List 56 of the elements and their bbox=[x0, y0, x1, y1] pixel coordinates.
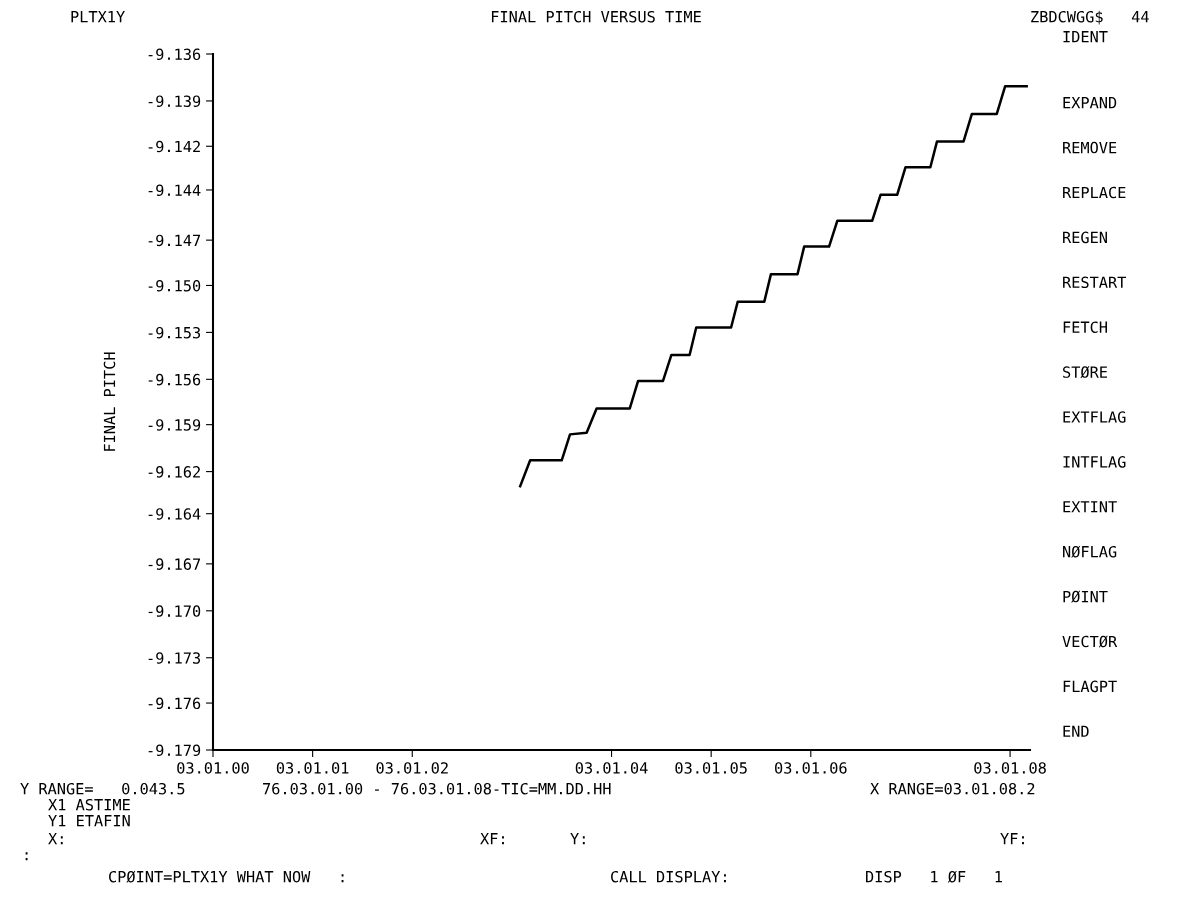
y-tick-label: -9.136 bbox=[148, 48, 201, 61]
text: Y RANGE= 0.043.5 bbox=[20, 782, 185, 795]
y-tick-label: -9.142 bbox=[148, 140, 200, 153]
text: Y: bbox=[570, 833, 585, 845]
text: XF: bbox=[480, 833, 504, 845]
chart-title: FINAL PITCH VERSUS TIME bbox=[491, 10, 701, 23]
text: CALL DISPLAY: bbox=[611, 870, 726, 883]
x-tick-label: 03.01.00 bbox=[177, 762, 249, 774]
y-tick-label: -9.153 bbox=[148, 326, 201, 339]
text: FETCH bbox=[1063, 321, 1107, 333]
text: IDENT bbox=[1063, 31, 1108, 43]
y-tick-label: -9.167 bbox=[148, 558, 201, 570]
text: 76.03.01.00 - 76.03.01.08-TIC=MM.DD.HH bbox=[263, 782, 611, 795]
x-tick-label: 03.01.02 bbox=[376, 762, 448, 774]
text: NØFLAG bbox=[1063, 545, 1117, 558]
text: INTFLAG bbox=[1063, 456, 1126, 468]
text: END bbox=[1063, 725, 1089, 737]
y-tick-label: -9.170 bbox=[148, 605, 201, 617]
y-tick-label: -9.176 bbox=[148, 697, 201, 710]
text: EXTINT bbox=[1063, 501, 1117, 513]
text: FLAGPT bbox=[1063, 680, 1117, 693]
text: : bbox=[25, 852, 28, 861]
x-tick-label: 03.01.05 bbox=[675, 762, 747, 774]
y-tick-label: -9.159 bbox=[148, 419, 201, 431]
y-tick-label: -9.173 bbox=[148, 652, 201, 664]
text: X RANGE=03.01.08.2 bbox=[870, 782, 1035, 795]
text: DISP 1 ØF 1 bbox=[866, 870, 1002, 883]
x-tick-label: 03.01.06 bbox=[775, 762, 847, 774]
text: EXTFLAG bbox=[1063, 411, 1126, 423]
y-tick-label: -9.162 bbox=[148, 466, 200, 478]
text: REGEN bbox=[1063, 231, 1107, 244]
text: STØRE bbox=[1063, 366, 1108, 379]
text: Y1 ETAFIN bbox=[48, 815, 130, 827]
y-tick-label: -9.150 bbox=[148, 279, 201, 292]
text: X: bbox=[48, 833, 63, 845]
text: REPLACE bbox=[1063, 186, 1126, 199]
text: RESTART bbox=[1063, 276, 1127, 289]
y-axis-title: FINAL PITCH bbox=[103, 352, 116, 451]
text: VECTØR bbox=[1062, 635, 1118, 648]
y-tick-label: -9.179 bbox=[148, 744, 201, 757]
text: CPØINT=PLTX1Y WHAT NOW : bbox=[109, 870, 344, 883]
y-tick-label: -9.164 bbox=[148, 508, 201, 520]
x-tick-label: 03.01.01 bbox=[276, 762, 349, 774]
x-tick-label: 03.01.08 bbox=[974, 762, 1046, 774]
y-tick-label: -9.147 bbox=[148, 234, 201, 247]
text: PØINT bbox=[1063, 590, 1108, 603]
y-tick-label: -9.144 bbox=[148, 184, 201, 197]
text: REMOVE bbox=[1063, 141, 1117, 154]
y-tick-label: -9.156 bbox=[148, 373, 201, 386]
y-tick-label: -9.139 bbox=[148, 95, 201, 107]
text: EXPAND bbox=[1063, 97, 1117, 109]
text: ZBDCWGG$ 44 bbox=[1031, 10, 1149, 25]
text: PLTX1Y bbox=[71, 11, 125, 23]
x-tick-label: 03.01.04 bbox=[575, 762, 648, 774]
text: YF: bbox=[1000, 833, 1024, 845]
text: X1 ASTIME bbox=[48, 798, 130, 811]
